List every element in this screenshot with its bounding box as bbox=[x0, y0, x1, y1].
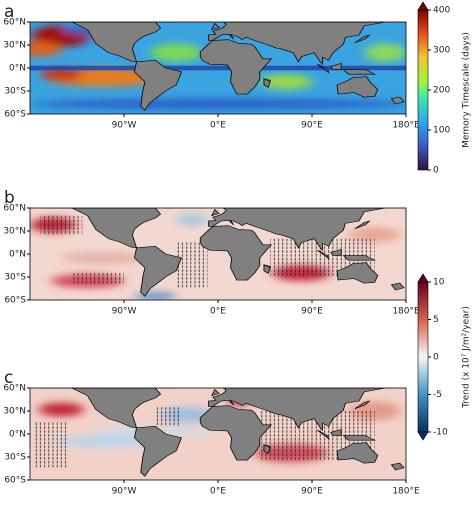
lon-tick-label: 90°W bbox=[112, 307, 137, 317]
colorbar-tick-label: 100 bbox=[433, 126, 450, 136]
lat-tick-label: 60°S bbox=[4, 296, 26, 306]
colorbar bbox=[417, 281, 429, 433]
lat-tick-label: 60°N bbox=[3, 18, 26, 28]
lon-tick-label: 90°W bbox=[112, 487, 137, 497]
colorbar-tick-label: 0 bbox=[433, 353, 439, 363]
lat-tick-label: 30°S bbox=[4, 273, 26, 283]
colorbar-tick-label: -10 bbox=[433, 428, 448, 438]
lon-tick-label: 90°E bbox=[301, 487, 323, 497]
colorbar-label: Trend (x 10⁷ J/m²/year) bbox=[462, 306, 472, 409]
lon-tick-label: 90°E bbox=[301, 121, 323, 131]
map-panel bbox=[30, 208, 406, 300]
colorbar-tick-label: 400 bbox=[433, 6, 450, 16]
panel-label: a bbox=[4, 2, 14, 22]
lon-tick-label: 0°E bbox=[210, 487, 226, 497]
colorbar-tick-label: 300 bbox=[433, 46, 450, 56]
lat-tick-label: 30°S bbox=[4, 453, 26, 463]
map-panel bbox=[20, 22, 406, 114]
lat-tick-label: 30°N bbox=[3, 41, 26, 51]
colorbar-tick-label: 200 bbox=[433, 86, 450, 96]
lon-tick-label: 0°E bbox=[210, 307, 226, 317]
lat-tick-label: 60°N bbox=[3, 204, 26, 214]
colorbar-tick-label: 10 bbox=[433, 278, 445, 288]
lon-tick-label: 90°E bbox=[301, 307, 323, 317]
lat-tick-label: 30°N bbox=[3, 407, 26, 417]
colorbar-tick-label: 5 bbox=[433, 315, 439, 325]
map-panel bbox=[30, 388, 406, 480]
colorbar-arrow bbox=[417, 431, 429, 441]
lon-tick-label: 90°W bbox=[112, 121, 137, 131]
lat-tick-label: 30°S bbox=[4, 87, 26, 97]
colorbar-arrow bbox=[417, 1, 429, 11]
lat-tick-label: 0°N bbox=[9, 250, 26, 260]
colorbar-tick-label: 0 bbox=[433, 166, 439, 176]
colorbar-label: Memory Timescale (days) bbox=[462, 32, 472, 148]
lat-tick-label: 60°N bbox=[3, 384, 26, 394]
lat-tick-label: 60°S bbox=[4, 476, 26, 486]
colorbar-tick-label: -5 bbox=[433, 390, 442, 400]
lon-tick-label: 180°E bbox=[392, 121, 420, 131]
lon-tick-label: 0°E bbox=[210, 121, 226, 131]
lat-tick-label: 30°N bbox=[3, 227, 26, 237]
panel-label: c bbox=[4, 368, 13, 388]
colorbar bbox=[417, 9, 429, 171]
lat-tick-label: 0°N bbox=[9, 64, 26, 74]
lon-tick-label: 180°E bbox=[392, 487, 420, 497]
colorbar-arrow bbox=[417, 273, 429, 283]
lat-tick-label: 60°S bbox=[4, 110, 26, 120]
lon-tick-label: 180°E bbox=[392, 307, 420, 317]
lat-tick-label: 0°N bbox=[9, 430, 26, 440]
panel-label: b bbox=[4, 188, 15, 208]
